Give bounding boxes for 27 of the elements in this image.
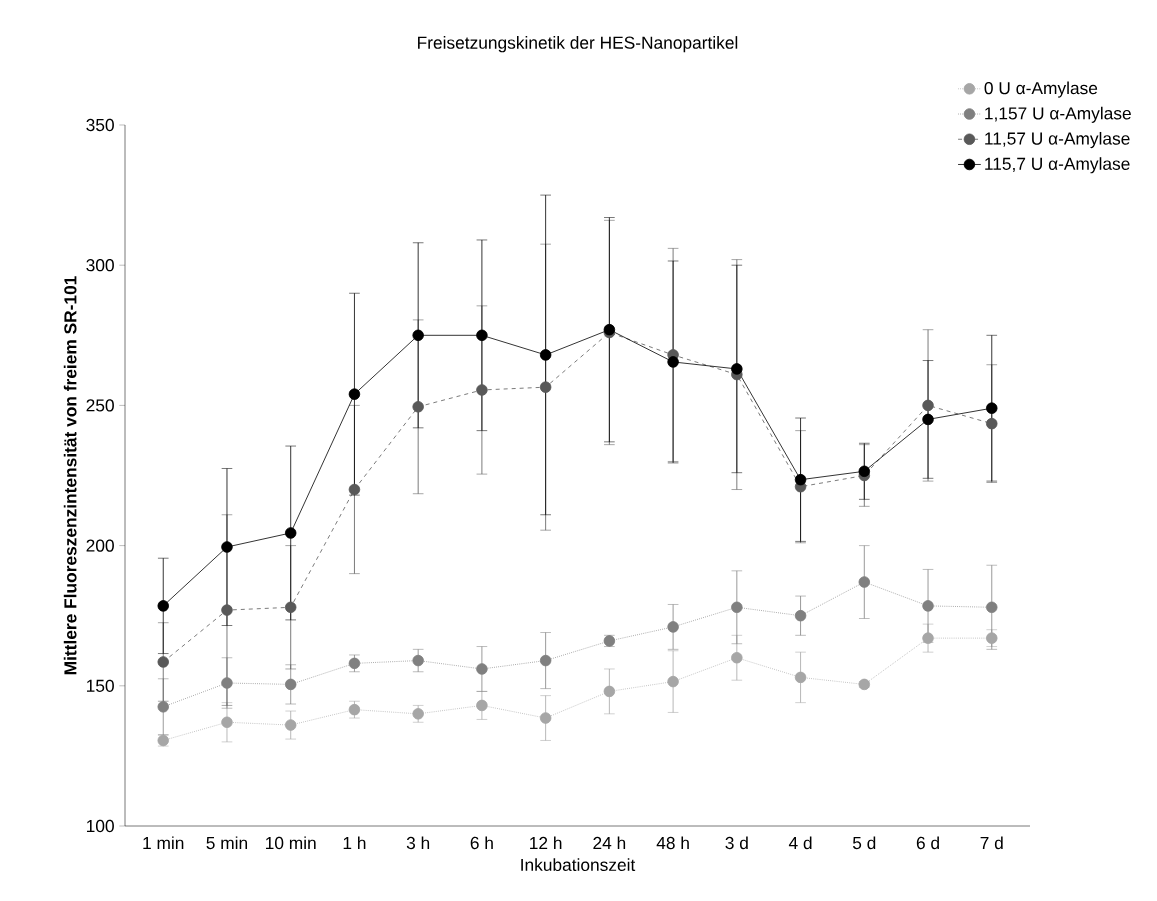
- y-axis-title: Mittlere Fluoreszenzintensität von freiem SR-101: [63, 276, 77, 675]
- chart-title: Freisetzungskinetik der HES-Nanopartikel: [418, 36, 738, 53]
- x-tick-label: 10 min: [266, 836, 316, 850]
- y-tick-label: 350: [86, 118, 114, 132]
- legend-label: 1,157 U α-Amylase: [985, 106, 1131, 123]
- legend-label: 11,57 U α-Amylase: [985, 131, 1130, 149]
- y-tick-label: 100: [87, 819, 114, 833]
- x-tick-label: 7 d: [980, 836, 1003, 850]
- y-tick-label: 250: [86, 399, 114, 412]
- x-tick-label: 1 h: [343, 836, 366, 849]
- x-tick-label: 6 d: [916, 836, 939, 850]
- y-tick-label: 300: [86, 259, 114, 272]
- x-tick-label: 4 d: [788, 836, 812, 850]
- x-tick-label: 24 h: [593, 836, 626, 849]
- y-tick-label: 150: [87, 679, 114, 692]
- x-tick-label: 48 h: [656, 836, 689, 850]
- x-tick-label: 5 d: [852, 836, 876, 850]
- x-tick-label: 12 h: [530, 836, 562, 849]
- y-tick-label: 200: [86, 539, 114, 552]
- x-axis-title: Inkubationszeit: [521, 858, 636, 872]
- x-tick-label: 3 h: [406, 836, 430, 850]
- x-tick-label: 6 h: [470, 836, 493, 850]
- legend-label: 0 U α-Amylase: [984, 81, 1098, 98]
- x-tick-label: 5 min: [206, 836, 248, 850]
- x-tick-label: 1 min: [143, 836, 184, 849]
- legend-label: 115,7 U α-Amylase: [985, 157, 1130, 174]
- x-tick-label: 3 d: [725, 836, 748, 850]
